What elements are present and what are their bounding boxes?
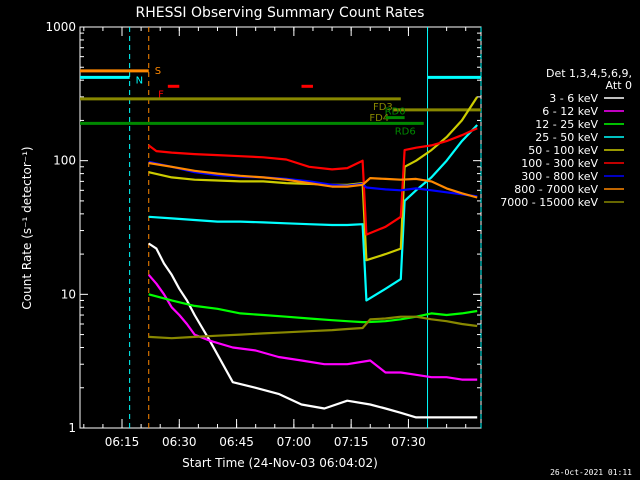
state-bar-label: S	[155, 66, 161, 77]
legend-entry-label: 25 - 50 keV	[535, 131, 598, 144]
state-bar-label: RD6	[395, 126, 416, 137]
state-bar-label: F	[158, 89, 164, 100]
series-line	[148, 161, 478, 199]
legend-entry-label: 100 - 300 keV	[521, 157, 598, 170]
legend-entry-label: 6 - 12 keV	[542, 105, 598, 118]
state-bar-label: FD4	[369, 113, 389, 124]
date-stamp: 26-Oct-2021 01:11	[550, 468, 632, 477]
x-tick-label: 06:15	[105, 435, 140, 449]
series-line	[147, 274, 478, 381]
series-line	[148, 315, 478, 340]
legend-header: Det 1,3,4,5,6,9,	[546, 67, 632, 80]
x-axis-label: Start Time (24-Nov-03 06:04:02)	[182, 456, 378, 470]
y-axis-label: Count Rate (s⁻¹ detector⁻¹)	[20, 146, 34, 309]
legend-entry-label: 12 - 25 keV	[535, 118, 598, 131]
state-bar-label: FD3	[373, 102, 393, 113]
legend-entry-label: 300 - 800 keV	[521, 170, 598, 183]
x-tick-label: 07:30	[391, 435, 426, 449]
plot-area: 1 10 100 1000 06:15 06:30 06:45 07:00 07:15 07:30…	[45, 20, 482, 449]
y-tick-label: 100	[53, 154, 76, 168]
x-tick-label: 07:15	[334, 435, 369, 449]
legend-entry-label: 3 - 6 keV	[549, 92, 598, 105]
x-tick-label: 06:30	[162, 435, 197, 449]
x-tick-label: 06:45	[219, 435, 254, 449]
legend-entry-label: 7000 - 15000 keV	[500, 196, 598, 209]
series-line	[148, 242, 478, 419]
y-tick-label: 1	[68, 421, 76, 435]
chart-title: RHESSI Observing Summary Count Rates	[136, 5, 425, 21]
state-bar-label: RD0	[385, 107, 406, 118]
series-line	[148, 124, 478, 302]
state-bar-label: N	[136, 75, 143, 86]
legend-entry-label: 50 - 100 keV	[528, 144, 598, 157]
series-line	[148, 293, 478, 324]
legend-entry-label: 800 - 7000 keV	[514, 183, 598, 196]
legend-header: Att 0	[606, 79, 632, 92]
y-tick-label: 1000	[45, 20, 76, 34]
x-tick-label: 07:00	[277, 435, 312, 449]
series-line	[148, 127, 478, 236]
y-tick-label: 10	[61, 287, 76, 301]
